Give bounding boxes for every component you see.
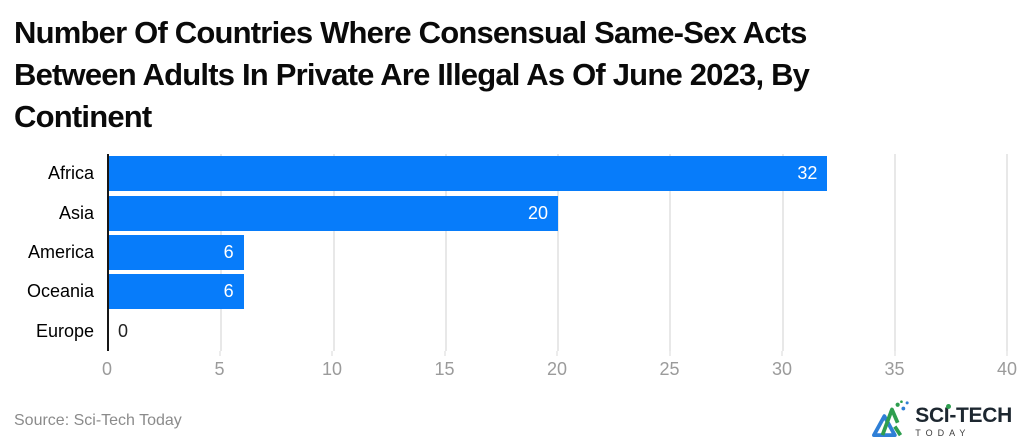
gridline	[332, 154, 335, 351]
tick-mark	[1006, 351, 1008, 356]
tick-mark	[331, 351, 333, 356]
bar-america: 6	[109, 234, 244, 270]
gridline	[557, 154, 559, 351]
chart-title-line: Number Of Countries Where Consensual Sam…	[14, 15, 807, 50]
tick-mark	[669, 351, 670, 356]
tick-mark	[444, 351, 445, 356]
tick-label: 25	[659, 359, 680, 379]
tick-mark	[556, 351, 558, 356]
bar-row-oceania: Oceania 6	[27, 272, 1007, 311]
bar-rows: Africa 32 Asia 20 America 6 Oceania 6 Europe 0	[27, 154, 1007, 351]
bar-row-europe: Europe 0	[36, 312, 1007, 351]
x-axis: 0 5 10 15 20 25 30 35 40	[102, 351, 1017, 393]
plot-area: Africa 32 Asia 20 America 6 Oceania 6 Europe 0	[27, 154, 1008, 351]
value-label: 32	[797, 163, 818, 184]
bar-africa: 32	[109, 156, 828, 192]
category-label: Oceania	[26, 281, 94, 302]
tick-label: 30	[771, 359, 793, 379]
tick-label: 5	[214, 359, 225, 379]
category-label: America	[27, 241, 94, 262]
chart-title: Number Of Countries Where Consensual Sam…	[14, 12, 994, 138]
category-label: Europe	[35, 320, 94, 341]
value-label: 20	[527, 202, 548, 223]
gridline	[781, 154, 784, 351]
logo-tagline: TODAY	[915, 428, 971, 438]
chart-title-line: Between Adults In Private Are Illegal As…	[14, 57, 810, 92]
logo-green-dot	[946, 404, 952, 409]
value-label: 6	[223, 281, 234, 302]
brand-logo: SCI-TECH TODAY	[870, 400, 1012, 443]
tick-mark	[219, 351, 220, 356]
value-label: 0	[118, 320, 129, 341]
bar-asia: 20	[109, 195, 558, 231]
tick-label: 15	[434, 359, 455, 379]
bar-row-asia: Asia 20	[59, 193, 1007, 232]
tick-label: 40	[996, 359, 1018, 379]
category-label: Africa	[47, 163, 94, 184]
tick-label: 20	[546, 359, 568, 379]
chart-title-line: Continent	[14, 99, 152, 134]
tick-mark	[894, 351, 895, 356]
tick-label: 10	[321, 359, 343, 379]
bar-row-america: America 6	[28, 233, 1007, 272]
gridline	[1006, 154, 1008, 351]
tick-mark	[781, 351, 783, 356]
value-label: 6	[223, 241, 234, 262]
tick-label: 35	[884, 359, 905, 379]
category-label: Asia	[58, 202, 94, 223]
gridline	[444, 154, 447, 351]
bar-oceania: 6	[109, 274, 244, 310]
tick-label: 0	[101, 359, 113, 379]
gridline	[669, 154, 672, 351]
gridline	[893, 154, 896, 351]
logo-name: SCI-TECH	[915, 404, 1012, 427]
mountain-logo-icon	[870, 400, 912, 443]
source-text: Source: Sci-Tech Today	[14, 412, 182, 429]
bar-row-africa: Africa 32	[48, 154, 1007, 193]
